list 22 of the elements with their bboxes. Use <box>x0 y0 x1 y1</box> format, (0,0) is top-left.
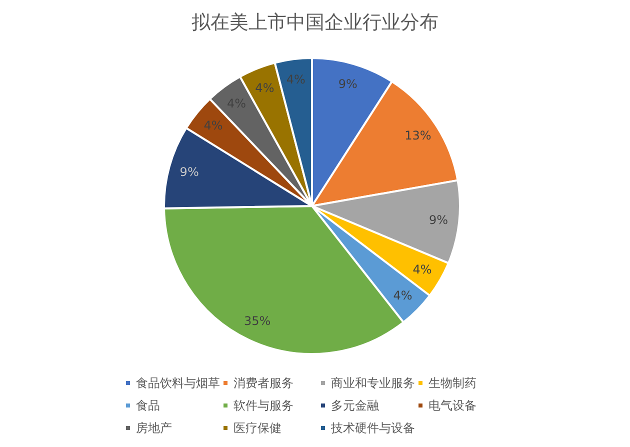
data-label: 4% <box>255 80 274 95</box>
data-label: 4% <box>204 118 223 133</box>
legend-label: 电气设备 <box>428 398 476 412</box>
legend-label: 食品 <box>136 398 160 412</box>
data-label: 9% <box>428 213 448 228</box>
data-label: 4% <box>412 262 432 277</box>
data-label: 13% <box>404 128 432 142</box>
data-label: 4% <box>393 288 412 302</box>
legend-label: 医疗保健 <box>234 421 282 435</box>
data-label: 4% <box>286 72 306 87</box>
legend-label: 技术硬件与设备 <box>330 421 415 435</box>
data-label: 9% <box>180 165 199 180</box>
legend-label: 消费者服务 <box>234 376 294 390</box>
chart-title: 拟在美上市中国企业行业分布 <box>192 12 438 34</box>
legend-label: 房地产 <box>136 421 172 435</box>
legend-label: 商业和专业服务 <box>331 376 415 390</box>
data-label: 35% <box>244 314 271 328</box>
legend-label: 生物制药 <box>428 376 476 390</box>
data-label: 9% <box>338 76 358 91</box>
legend-label: 软件与服务 <box>234 398 294 412</box>
legend-label: 食品饮料与烟草 <box>136 376 220 390</box>
legend-label: 多元金融 <box>331 398 379 412</box>
